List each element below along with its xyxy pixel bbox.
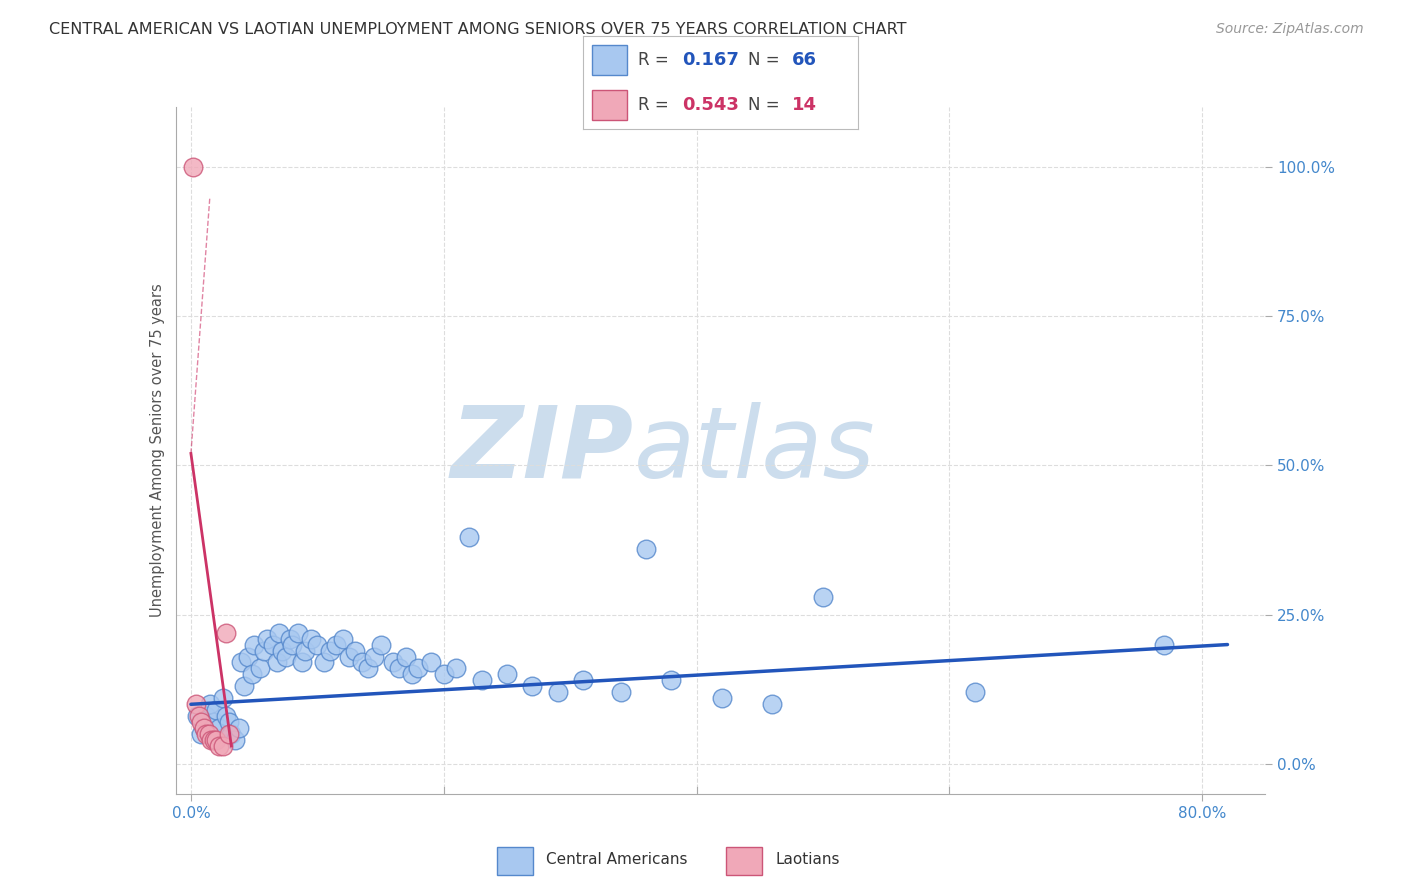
Point (211, 691, 233, 706)
Point (496, 667, 519, 681)
Point (287, 625, 309, 640)
Point (215, 709, 238, 723)
Point (193, 721, 215, 735)
Bar (592, 45, 627, 75)
Point (471, 673, 494, 688)
Point (186, 709, 208, 723)
Text: atlas: atlas (633, 402, 875, 499)
Point (761, 698, 783, 712)
Point (710, 691, 733, 706)
Text: Central Americans: Central Americans (546, 853, 688, 867)
Point (299, 632, 322, 646)
Point (337, 649, 360, 664)
Point (211, 739, 233, 753)
Point (307, 638, 329, 652)
Point (197, 727, 219, 741)
Text: Laotians: Laotians (776, 853, 839, 867)
Text: N =: N = (748, 51, 785, 69)
Point (202, 733, 225, 747)
Bar (496, 847, 533, 875)
Point (350, 656, 373, 670)
Point (243, 638, 266, 652)
Point (325, 638, 347, 652)
Point (240, 667, 263, 681)
Text: 66: 66 (792, 51, 817, 69)
Point (634, 541, 657, 556)
Point (253, 643, 276, 657)
Point (190, 715, 212, 730)
Text: R =: R = (638, 51, 675, 69)
Point (446, 661, 468, 675)
Point (266, 656, 288, 670)
Point (184, 698, 207, 712)
Point (363, 649, 385, 664)
Point (332, 632, 354, 646)
Point (1153, 638, 1175, 652)
Text: N =: N = (748, 96, 785, 114)
Point (271, 643, 294, 657)
Point (228, 721, 250, 735)
Text: R =: R = (638, 96, 675, 114)
Point (659, 673, 682, 688)
Point (269, 625, 291, 640)
Point (420, 656, 443, 670)
Point (215, 625, 238, 640)
Point (395, 649, 418, 664)
Point (291, 656, 314, 670)
Point (205, 733, 228, 747)
Point (218, 715, 240, 730)
Point (233, 679, 256, 693)
Point (572, 673, 595, 688)
Point (190, 727, 212, 741)
Point (382, 656, 405, 670)
Point (231, 656, 253, 670)
Point (195, 727, 218, 741)
Point (205, 703, 228, 717)
Point (224, 733, 246, 747)
Point (278, 632, 301, 646)
Point (193, 721, 215, 735)
Text: 0.543: 0.543 (682, 96, 740, 114)
Text: ZIP: ZIP (450, 402, 633, 499)
Point (458, 530, 481, 544)
Point (433, 667, 456, 681)
Point (408, 661, 430, 675)
Point (344, 643, 367, 657)
Bar (592, 90, 627, 120)
Point (198, 698, 221, 712)
Point (195, 709, 218, 723)
Point (281, 638, 304, 652)
Point (274, 649, 297, 664)
Point (811, 590, 834, 604)
Point (249, 661, 271, 675)
Point (357, 661, 380, 675)
Text: 0.167: 0.167 (682, 51, 740, 69)
Point (200, 733, 222, 747)
Point (262, 638, 284, 652)
Point (187, 709, 209, 723)
Point (312, 656, 335, 670)
Point (609, 685, 631, 699)
Point (388, 661, 411, 675)
Point (370, 638, 392, 652)
Point (208, 721, 231, 735)
Bar (725, 847, 762, 875)
Text: 14: 14 (792, 96, 817, 114)
Point (183, 160, 205, 174)
Point (236, 649, 259, 664)
Point (208, 739, 231, 753)
Point (547, 685, 569, 699)
Text: CENTRAL AMERICAN VS LAOTIAN UNEMPLOYMENT AMONG SENIORS OVER 75 YEARS CORRELATION: CENTRAL AMERICAN VS LAOTIAN UNEMPLOYMENT… (49, 22, 907, 37)
Text: Source: ZipAtlas.com: Source: ZipAtlas.com (1216, 22, 1364, 37)
Point (401, 667, 423, 681)
Point (256, 632, 278, 646)
Y-axis label: Unemployment Among Seniors over 75 years: Unemployment Among Seniors over 75 years (149, 284, 165, 617)
Point (221, 727, 243, 741)
Point (963, 685, 986, 699)
Point (522, 679, 544, 693)
Point (319, 643, 342, 657)
Point (202, 715, 225, 730)
Point (218, 727, 240, 741)
Point (294, 643, 316, 657)
